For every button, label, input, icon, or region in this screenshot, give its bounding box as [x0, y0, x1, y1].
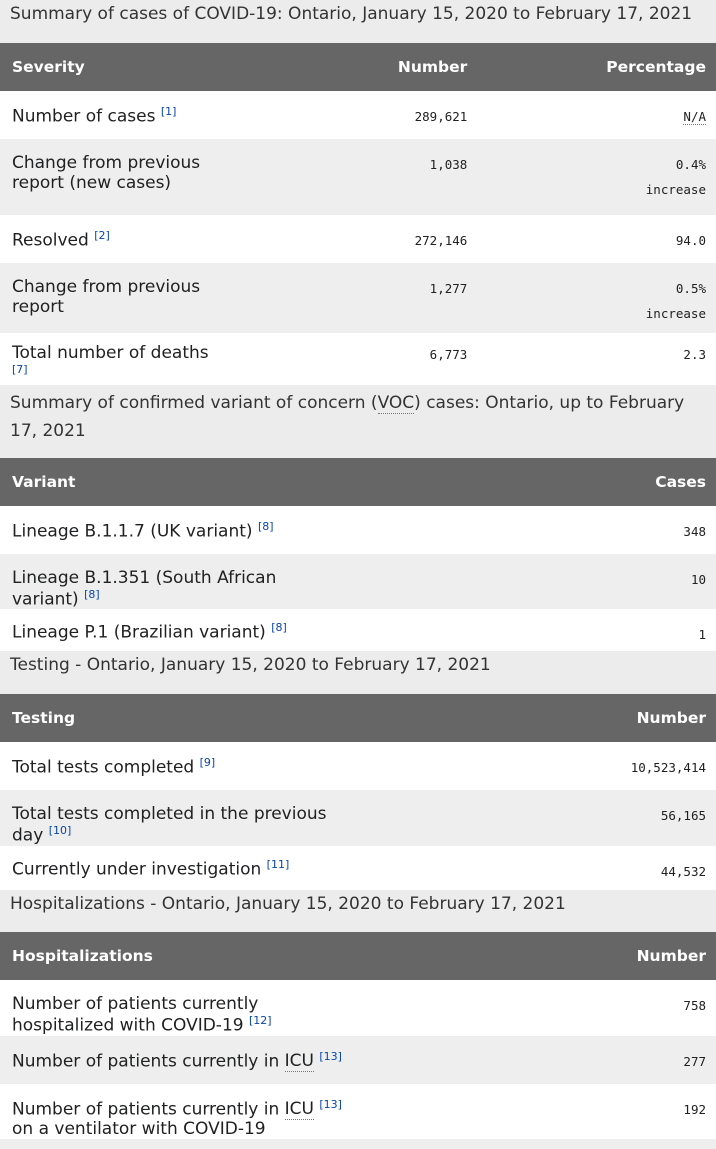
testing-table: Testing - Ontario, January 15, 2020 to F… — [0, 651, 716, 890]
col-number: Number — [358, 931, 716, 980]
table-row: Lineage B.1.1.7 (UK variant) [8] 348 — [0, 505, 716, 554]
reference-link[interactable]: [13] — [319, 1097, 342, 1111]
row-label: Total number of deaths — [12, 343, 209, 363]
row-number: 1,277 — [238, 263, 478, 333]
voc-abbr: VOC — [377, 392, 415, 414]
row-label: Number of cases — [12, 106, 156, 127]
table-caption: Summary of confirmed variant of concern … — [0, 384, 716, 458]
col-number: Number — [238, 43, 478, 91]
row-number: 44,532 — [358, 845, 716, 890]
row-cases: 10 — [358, 553, 716, 610]
row-number: 192 — [358, 1083, 716, 1140]
icu-abbr: ICU — [284, 1051, 314, 1073]
table-caption: Testing - Ontario, January 15, 2020 to F… — [0, 651, 716, 695]
hospitalizations-table: Hospitalizations - Ontario, January 15, … — [0, 889, 716, 1149]
row-cases: 348 — [358, 505, 716, 554]
row-percentage: 2.3 — [477, 333, 716, 385]
col-number: Number — [358, 694, 716, 743]
row-label: Change from previous report — [0, 263, 239, 333]
row-label: Number of patients currently in — [12, 1099, 285, 1120]
reference-link[interactable]: [1] — [160, 105, 177, 118]
row-label: Number of patients currently hospitalize… — [12, 993, 259, 1036]
icu-abbr: ICU — [284, 1099, 314, 1121]
row-percentage: 0.5% — [675, 281, 706, 296]
row-number: 56,165 — [358, 790, 716, 846]
next-row — [0, 1139, 716, 1149]
row-number: 289,621 — [238, 91, 478, 139]
row-label: Currently under investigation — [12, 859, 262, 880]
table-row: Total tests completed in the previous da… — [0, 790, 716, 846]
row-label: Lineage P.1 (Brazilian variant) — [12, 622, 266, 643]
row-label: Total tests completed — [12, 757, 195, 778]
reference-link[interactable]: [8] — [84, 587, 100, 601]
table-caption: Summary of cases of COVID-19: Ontario, J… — [0, 0, 716, 43]
table-row: Total number of deaths [7] 6,773 2.3 — [0, 333, 716, 385]
row-label: Lineage B.1.351 (South African variant) — [12, 567, 277, 610]
row-percentage: 94.0 — [477, 215, 716, 263]
row-number: 758 — [358, 979, 716, 1036]
col-percentage: Percentage — [477, 43, 716, 91]
table-row: Total tests completed [9] 10,523,414 — [0, 742, 716, 791]
row-number: 6,773 — [238, 333, 478, 385]
reference-link[interactable]: [11] — [266, 857, 290, 871]
table-row: Lineage B.1.351 (South African variant) … — [0, 553, 716, 610]
table-row: Change from previous report (new cases) 1… — [0, 139, 716, 215]
row-cases: 1 — [358, 609, 716, 652]
row-label-suffix: on a ventilator with COVID-19 — [12, 1119, 266, 1140]
table-row: Number of cases [1] 289,621 N/A — [0, 91, 716, 139]
row-percentage: N/A — [683, 109, 706, 125]
reference-link[interactable]: [13] — [319, 1049, 342, 1063]
table-row: Change from previous report 1,277 0.5% incr… — [0, 263, 716, 333]
reference-link[interactable]: [8] — [257, 519, 274, 533]
table-row: Number of patients currently hospitalize… — [0, 979, 716, 1036]
row-number: 10,523,414 — [358, 742, 716, 791]
row-label: Resolved — [12, 230, 89, 251]
row-label: Change from previous report (new cases) — [0, 139, 239, 215]
reference-link[interactable]: [7] — [12, 363, 28, 376]
table-row: Currently under investigation [11] 44,532 — [0, 845, 716, 890]
col-severity: Severity — [0, 43, 239, 91]
col-testing: Testing — [0, 694, 358, 743]
table-row: Resolved [2] 272,146 94.0 — [0, 215, 716, 263]
col-hospitalizations: Hospitalizations — [0, 931, 358, 980]
row-percentage-note: increase — [645, 182, 706, 197]
row-number: 1,038 — [238, 139, 478, 215]
row-percentage-note: increase — [645, 306, 706, 321]
caption-text: Summary of confirmed variant of concern … — [10, 392, 378, 413]
row-number: 277 — [358, 1035, 716, 1084]
row-label: Lineage B.1.1.7 (UK variant) — [12, 521, 253, 542]
table-row: Number of patients currently in ICU [13]… — [0, 1083, 716, 1140]
table-row: Lineage P.1 (Brazilian variant) [8] 1 — [0, 609, 716, 652]
row-label: Number of patients currently in — [12, 1051, 285, 1072]
reference-link[interactable]: [10] — [48, 824, 72, 838]
reference-link[interactable]: [9] — [199, 756, 216, 770]
reference-link[interactable]: [12] — [248, 1013, 272, 1027]
reference-link[interactable]: [8] — [271, 621, 287, 635]
row-number: 272,146 — [238, 215, 478, 263]
severity-table: Summary of cases of COVID-19: Ontario, J… — [0, 0, 716, 385]
caption-text: ) cases: Ontario, up to February 17, 202… — [10, 392, 685, 441]
col-variant: Variant — [0, 457, 358, 506]
table-caption: Hospitalizations - Ontario, January 15, … — [0, 889, 716, 932]
row-percentage: 0.4% — [675, 157, 706, 172]
table-row: Number of patients currently in ICU [13]… — [0, 1035, 716, 1084]
row-label: Total tests completed in the previous da… — [12, 804, 327, 846]
reference-link[interactable]: [2] — [94, 229, 110, 242]
variants-table: Summary of confirmed variant of concern … — [0, 384, 716, 652]
col-cases: Cases — [358, 457, 716, 506]
